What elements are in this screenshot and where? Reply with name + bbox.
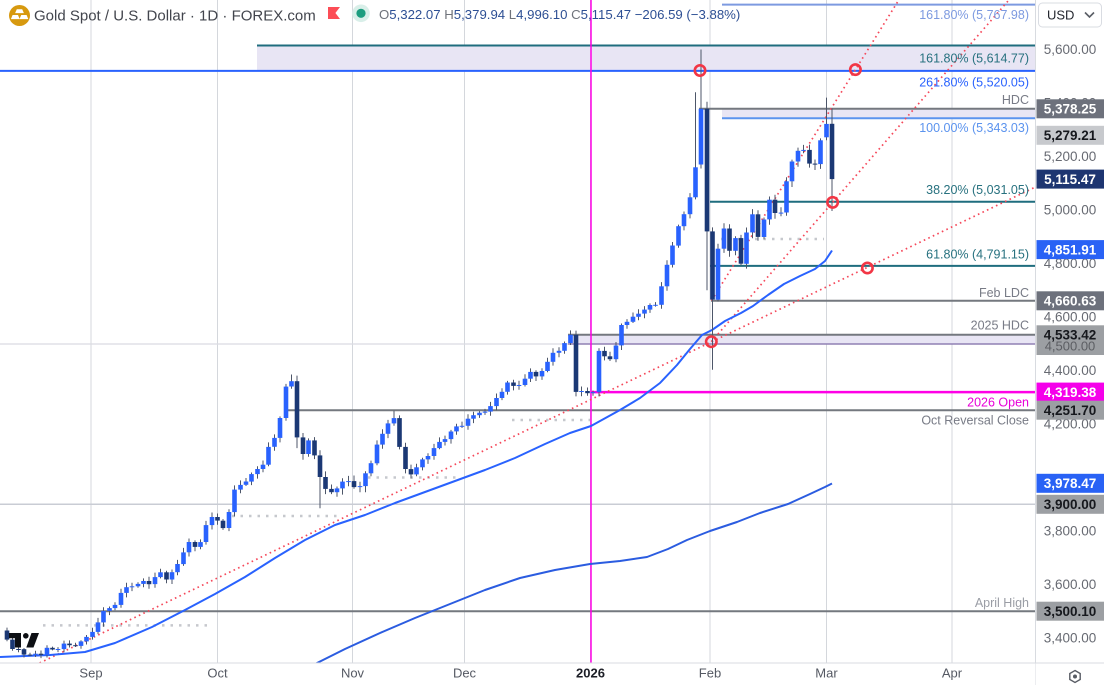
svg-text:Oct Reversal Close: Oct Reversal Close xyxy=(921,414,1029,428)
svg-text:161.80% (5,767.98): 161.80% (5,767.98) xyxy=(919,8,1029,22)
svg-text:3,400.00: 3,400.00 xyxy=(1044,631,1097,646)
svg-text:4,500.00: 4,500.00 xyxy=(1045,339,1096,354)
svg-text:5,600.00: 5,600.00 xyxy=(1044,42,1097,57)
svg-text:5,115.47: 5,115.47 xyxy=(1044,172,1096,187)
svg-text:5,000.00: 5,000.00 xyxy=(1044,203,1097,218)
svg-text:3,800.00: 3,800.00 xyxy=(1044,524,1097,539)
svg-text:5,378.25: 5,378.25 xyxy=(1044,102,1097,117)
svg-text:4,200.00: 4,200.00 xyxy=(1044,417,1097,432)
svg-text:Mar: Mar xyxy=(815,666,838,681)
svg-text:3,900.00: 3,900.00 xyxy=(1044,497,1097,512)
svg-text:4,851.91: 4,851.91 xyxy=(1044,242,1097,257)
svg-text:100.00% (5,343.03): 100.00% (5,343.03) xyxy=(919,121,1029,135)
svg-text:Sep: Sep xyxy=(79,666,102,681)
svg-text:Dec: Dec xyxy=(453,666,477,681)
svg-text:4,251.70: 4,251.70 xyxy=(1044,403,1097,418)
svg-text:2026: 2026 xyxy=(576,666,605,681)
svg-text:Apr: Apr xyxy=(942,666,963,681)
svg-text:261.80% (5,520.05): 261.80% (5,520.05) xyxy=(919,76,1029,90)
svg-text:HDC: HDC xyxy=(1002,93,1029,107)
svg-text:4,660.63: 4,660.63 xyxy=(1044,294,1097,309)
svg-text:4,533.42: 4,533.42 xyxy=(1044,328,1097,343)
svg-text:Gold Spot / U.S. Dollar · 1D ·: Gold Spot / U.S. Dollar · 1D · FOREX.com xyxy=(34,8,316,25)
svg-text:3,500.10: 3,500.10 xyxy=(1044,604,1097,619)
svg-text:Feb LDC: Feb LDC xyxy=(979,286,1029,300)
svg-text:Oct: Oct xyxy=(207,666,228,681)
svg-text:Nov: Nov xyxy=(341,666,365,681)
svg-text:3,600.00: 3,600.00 xyxy=(1044,577,1097,592)
svg-text:38.20% (5,031.05): 38.20% (5,031.05) xyxy=(926,183,1029,197)
svg-text:4,319.38: 4,319.38 xyxy=(1044,385,1097,400)
svg-text:O5,322.07 H5,379.94 L4,996.10: O5,322.07 H5,379.94 L4,996.10 C5,115.47 … xyxy=(379,7,740,22)
svg-text:4,400.00: 4,400.00 xyxy=(1044,363,1097,378)
svg-text:USD: USD xyxy=(1047,8,1074,23)
svg-text:3,978.47: 3,978.47 xyxy=(1044,476,1097,491)
svg-text:5,279.21: 5,279.21 xyxy=(1044,128,1097,143)
svg-text:Feb: Feb xyxy=(699,666,721,681)
svg-text:61.80% (4,791.15): 61.80% (4,791.15) xyxy=(926,248,1029,262)
svg-text:4,600.00: 4,600.00 xyxy=(1044,310,1097,325)
svg-text:4,800.00: 4,800.00 xyxy=(1044,256,1097,271)
svg-text:April High: April High xyxy=(975,596,1029,610)
svg-text:5,200.00: 5,200.00 xyxy=(1044,149,1097,164)
svg-text:161.80% (5,614.77): 161.80% (5,614.77) xyxy=(919,52,1029,66)
svg-text:2026 Open: 2026 Open xyxy=(967,396,1029,410)
svg-text:2025 HDC: 2025 HDC xyxy=(971,319,1029,333)
